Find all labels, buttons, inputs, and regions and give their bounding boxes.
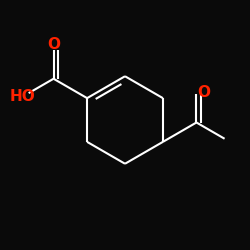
Text: O: O [47, 37, 60, 52]
Text: O: O [198, 85, 210, 100]
Text: HO: HO [10, 90, 35, 104]
